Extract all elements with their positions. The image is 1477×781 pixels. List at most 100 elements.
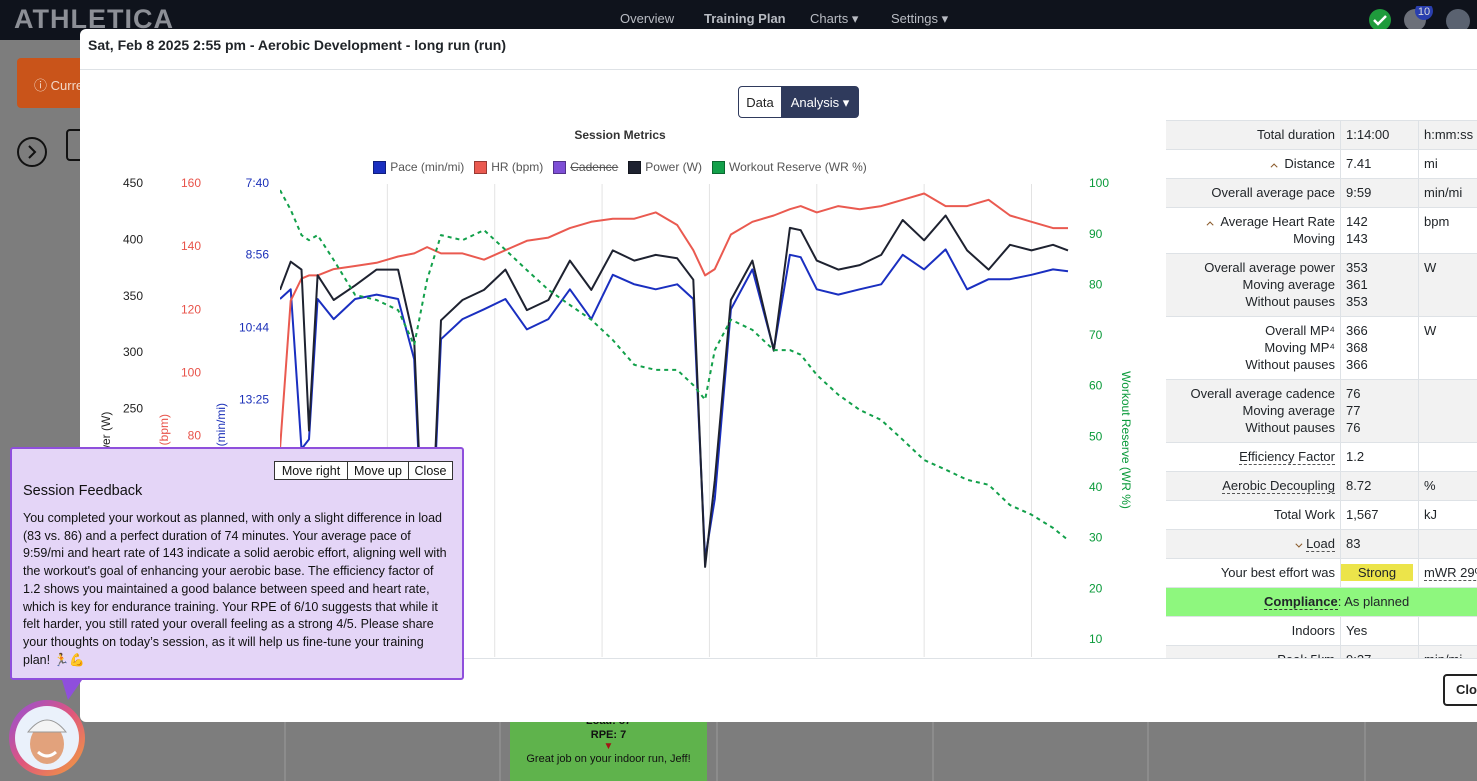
legend-swatch — [711, 160, 725, 174]
stats-row: Aerobic Decoupling 8.72% — [1166, 471, 1477, 501]
stat-unit: min/mi — [1424, 185, 1463, 200]
stats-row: Average Heart Rate Moving 142 143 bpm — [1166, 207, 1477, 254]
stat-value: 7.41 — [1346, 156, 1372, 171]
tab-analysis[interactable]: Analysis ▾ — [781, 86, 859, 118]
legend: Pace (min/mi) HR (bpm) Cadence Power (W) Wor… — [300, 160, 940, 174]
stat-value-cell: 8.72 — [1340, 471, 1419, 501]
axis-title: Workout Reserve (WR %) — [1119, 371, 1133, 509]
workout-card[interactable]: Load: 87 RPE: 7 ▼ Great job on your indo… — [510, 712, 707, 781]
y-tick-label: 350 — [123, 289, 143, 303]
caret-icon[interactable] — [1270, 163, 1279, 171]
move-right-button[interactable]: Move right — [274, 461, 348, 480]
button-label: Curre — [50, 78, 84, 93]
stat-label: Overall average cadence — [1190, 386, 1335, 401]
feedback-title: Session Feedback — [23, 483, 143, 499]
stat-label: Moving average — [1242, 403, 1336, 418]
stat-label: Moving average — [1242, 277, 1336, 292]
nav-link[interactable]: Training Plan — [704, 11, 786, 26]
bg-controls — [17, 129, 88, 167]
stats-row: Your best effort was Strong mWR 29% — [1166, 558, 1477, 588]
stats-row: Load 83 — [1166, 529, 1477, 559]
move-up-button[interactable]: Move up — [347, 461, 409, 480]
status-icon — [1369, 9, 1391, 31]
stat-value: 366 — [1346, 357, 1368, 372]
header-divider — [80, 69, 1477, 70]
y-tick-label: 80 — [1089, 277, 1103, 291]
y-tick-label: 70 — [1089, 328, 1103, 342]
stat-label: Aerobic Decoupling — [1222, 478, 1335, 494]
nav-link[interactable]: Overview — [620, 11, 675, 26]
stat-value: 353 — [1346, 294, 1368, 309]
stat-label-line: Your best effort was — [1171, 564, 1335, 581]
stat-unit-cell — [1418, 442, 1477, 472]
cap — [26, 719, 68, 733]
stat-label-line: Aerobic Decoupling — [1171, 477, 1335, 494]
stat-unit: mWR 29% — [1424, 565, 1477, 581]
y-tick-label: 300 — [123, 345, 143, 359]
stat-value-cell: 1:14:00 — [1340, 120, 1419, 150]
stats-row: Overall MP⁴ Moving MP⁴ Without pauses 366 36… — [1166, 316, 1477, 380]
stat-unit-cell: % — [1418, 471, 1477, 501]
modal-content: Sat, Feb 8 2025 2:55 pm - Aerobic Develo… — [80, 29, 1477, 722]
legend-item[interactable]: HR (bpm) — [474, 160, 543, 174]
nav-link[interactable]: Settings ▾ — [891, 11, 949, 26]
stat-unit: W — [1424, 323, 1437, 338]
stat-label-cell: Indoors — [1166, 616, 1341, 646]
coach-avatar[interactable] — [0, 680, 100, 781]
y-tick-label: 20 — [1089, 581, 1103, 595]
stat-label-cell: Aerobic Decoupling — [1166, 471, 1341, 501]
stat-label-cell: Overall average pace — [1166, 178, 1341, 208]
stat-unit: mi — [1424, 156, 1438, 171]
user-avatar[interactable] — [1446, 9, 1470, 33]
stat-value: 1.2 — [1346, 449, 1365, 464]
stat-value: Yes — [1346, 623, 1368, 638]
caret-icon[interactable] — [1295, 540, 1303, 548]
stat-value-cell: 9:59 — [1340, 178, 1419, 208]
stat-label-line: Indoors — [1171, 622, 1335, 639]
legend-item[interactable]: Pace (min/mi) — [373, 160, 464, 174]
smile — [37, 750, 57, 758]
stat-label-line: Moving average — [1171, 402, 1336, 419]
legend-label: Cadence — [570, 160, 619, 174]
caret-icon[interactable] — [1206, 221, 1214, 229]
series-line — [280, 189, 1069, 541]
y-tick-label: 450 — [123, 176, 143, 190]
legend-item[interactable]: Power (W) — [628, 160, 702, 174]
nav-icons: 10 — [1369, 6, 1470, 33]
stat-value-cell: 83 — [1340, 529, 1419, 559]
series-line — [280, 192, 1068, 449]
stat-unit-cell: kJ — [1418, 500, 1477, 530]
nav-link[interactable]: Charts ▾ — [810, 11, 859, 26]
nav-circle[interactable] — [17, 137, 47, 167]
legend-item[interactable]: Workout Reserve (WR %) — [711, 160, 867, 174]
stat-label: Peak 5km — [1277, 652, 1335, 658]
stats-row: Total Work 1,567 kJ — [1166, 500, 1477, 530]
stat-value: 83 — [1346, 536, 1361, 551]
stat-label-cell: Your best effort was — [1166, 558, 1341, 588]
stats-row: Efficiency Factor 1.2 — [1166, 442, 1477, 472]
legend-swatch — [474, 160, 488, 174]
tab-data[interactable]: Data — [738, 86, 782, 118]
stat-label-line: Total Work — [1171, 506, 1335, 523]
stat-unit: % — [1424, 478, 1436, 493]
stat-value-cell: 1,567 — [1340, 500, 1419, 530]
badge — [1415, 6, 1433, 20]
close-feedback-button[interactable]: Close — [408, 461, 453, 480]
y-tick-label: 80 — [188, 428, 202, 442]
nav-text: Settings — [891, 11, 938, 26]
stat-label: Indoors — [1291, 623, 1335, 638]
stat-value: 76 — [1346, 420, 1361, 435]
stat-value: 76 — [1346, 386, 1361, 401]
y-tick-label: 8:56 — [246, 247, 270, 261]
legend-item[interactable]: Cadence — [553, 160, 618, 174]
stat-label-line: Efficiency Factor — [1171, 448, 1335, 465]
stats-body: Total duration 1:14:00 h:mm:ss Distance 7.41… — [1166, 120, 1477, 658]
y-tick-label: 140 — [181, 239, 201, 253]
stat-label-line: Overall average pace — [1171, 184, 1335, 201]
stat-label-line: Average Heart Rate — [1171, 213, 1335, 230]
stat-label-line: Total duration — [1171, 126, 1335, 143]
close-button[interactable]: Close — [1443, 674, 1477, 706]
y-tick-label: 13:25 — [239, 393, 269, 407]
stat-label-line: Load — [1171, 535, 1335, 552]
